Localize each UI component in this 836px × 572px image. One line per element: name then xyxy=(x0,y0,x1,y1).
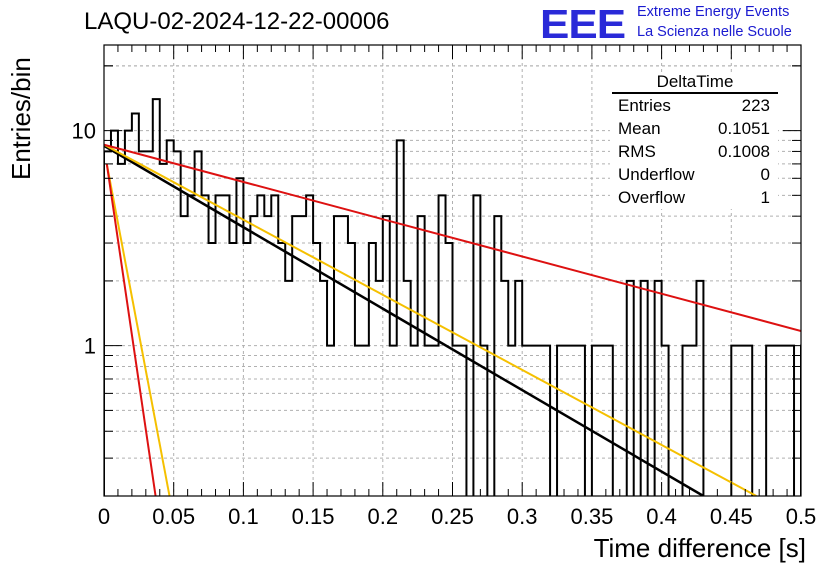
x-tick-label: 0.15 xyxy=(292,504,335,529)
stats-row-overflow: Overflow 1 xyxy=(610,186,778,209)
stats-label: Entries xyxy=(618,96,671,115)
stats-value: 0 xyxy=(760,165,770,184)
stats-value: 223 xyxy=(741,96,770,115)
x-tick-label: 0.2 xyxy=(368,504,399,529)
x-tick-label: 0.5 xyxy=(786,504,817,529)
stats-label: RMS xyxy=(618,142,656,161)
x-tick-label: 0.25 xyxy=(431,504,474,529)
x-tick-label: 0.45 xyxy=(710,504,753,529)
logo-line-1: Extreme Energy Events xyxy=(637,4,790,20)
x-tick-label: 0.05 xyxy=(152,504,195,529)
x-tick-label: 0.3 xyxy=(507,504,538,529)
stats-row-rms: RMS 0.1008 xyxy=(610,140,778,163)
fit-line xyxy=(104,144,705,496)
fit-line xyxy=(105,163,171,496)
x-tick-label: 0.35 xyxy=(570,504,613,529)
stats-label: Mean xyxy=(618,119,661,138)
x-tick-label: 0 xyxy=(98,504,110,529)
stats-row-underflow: Underflow 0 xyxy=(610,163,778,186)
fit-line xyxy=(105,163,157,496)
histogram xyxy=(104,98,801,496)
x-tick-label: 0.1 xyxy=(228,504,259,529)
stats-label: Underflow xyxy=(618,165,695,184)
stats-title: DeltaTime xyxy=(612,72,778,94)
eee-logo: EEE xyxy=(540,2,626,48)
fit-line xyxy=(104,143,757,496)
stats-value: 0.1008 xyxy=(718,142,770,161)
y-tick-label: 1 xyxy=(84,334,96,359)
logo-line-2: La Scienza nelle Scuole xyxy=(637,24,792,40)
stats-label: Overflow xyxy=(618,188,686,207)
stats-value: 0.1051 xyxy=(718,119,770,138)
y-tick-label: 10 xyxy=(72,119,96,144)
x-tick-label: 0.4 xyxy=(646,504,677,529)
stats-row-entries: Entries 223 xyxy=(610,94,778,117)
fit-line xyxy=(104,143,801,332)
y-axis-label: Entries/bin xyxy=(6,57,36,180)
stats-row-mean: Mean 0.1051 xyxy=(610,117,778,140)
stats-box: DeltaTime Entries 223 Mean 0.1051 RMS 0.… xyxy=(610,72,778,209)
chart-title: LAQU-02-2024-12-22-00006 xyxy=(84,8,390,35)
x-axis-label: Time difference [s] xyxy=(593,533,806,563)
stats-value: 1 xyxy=(760,188,770,207)
